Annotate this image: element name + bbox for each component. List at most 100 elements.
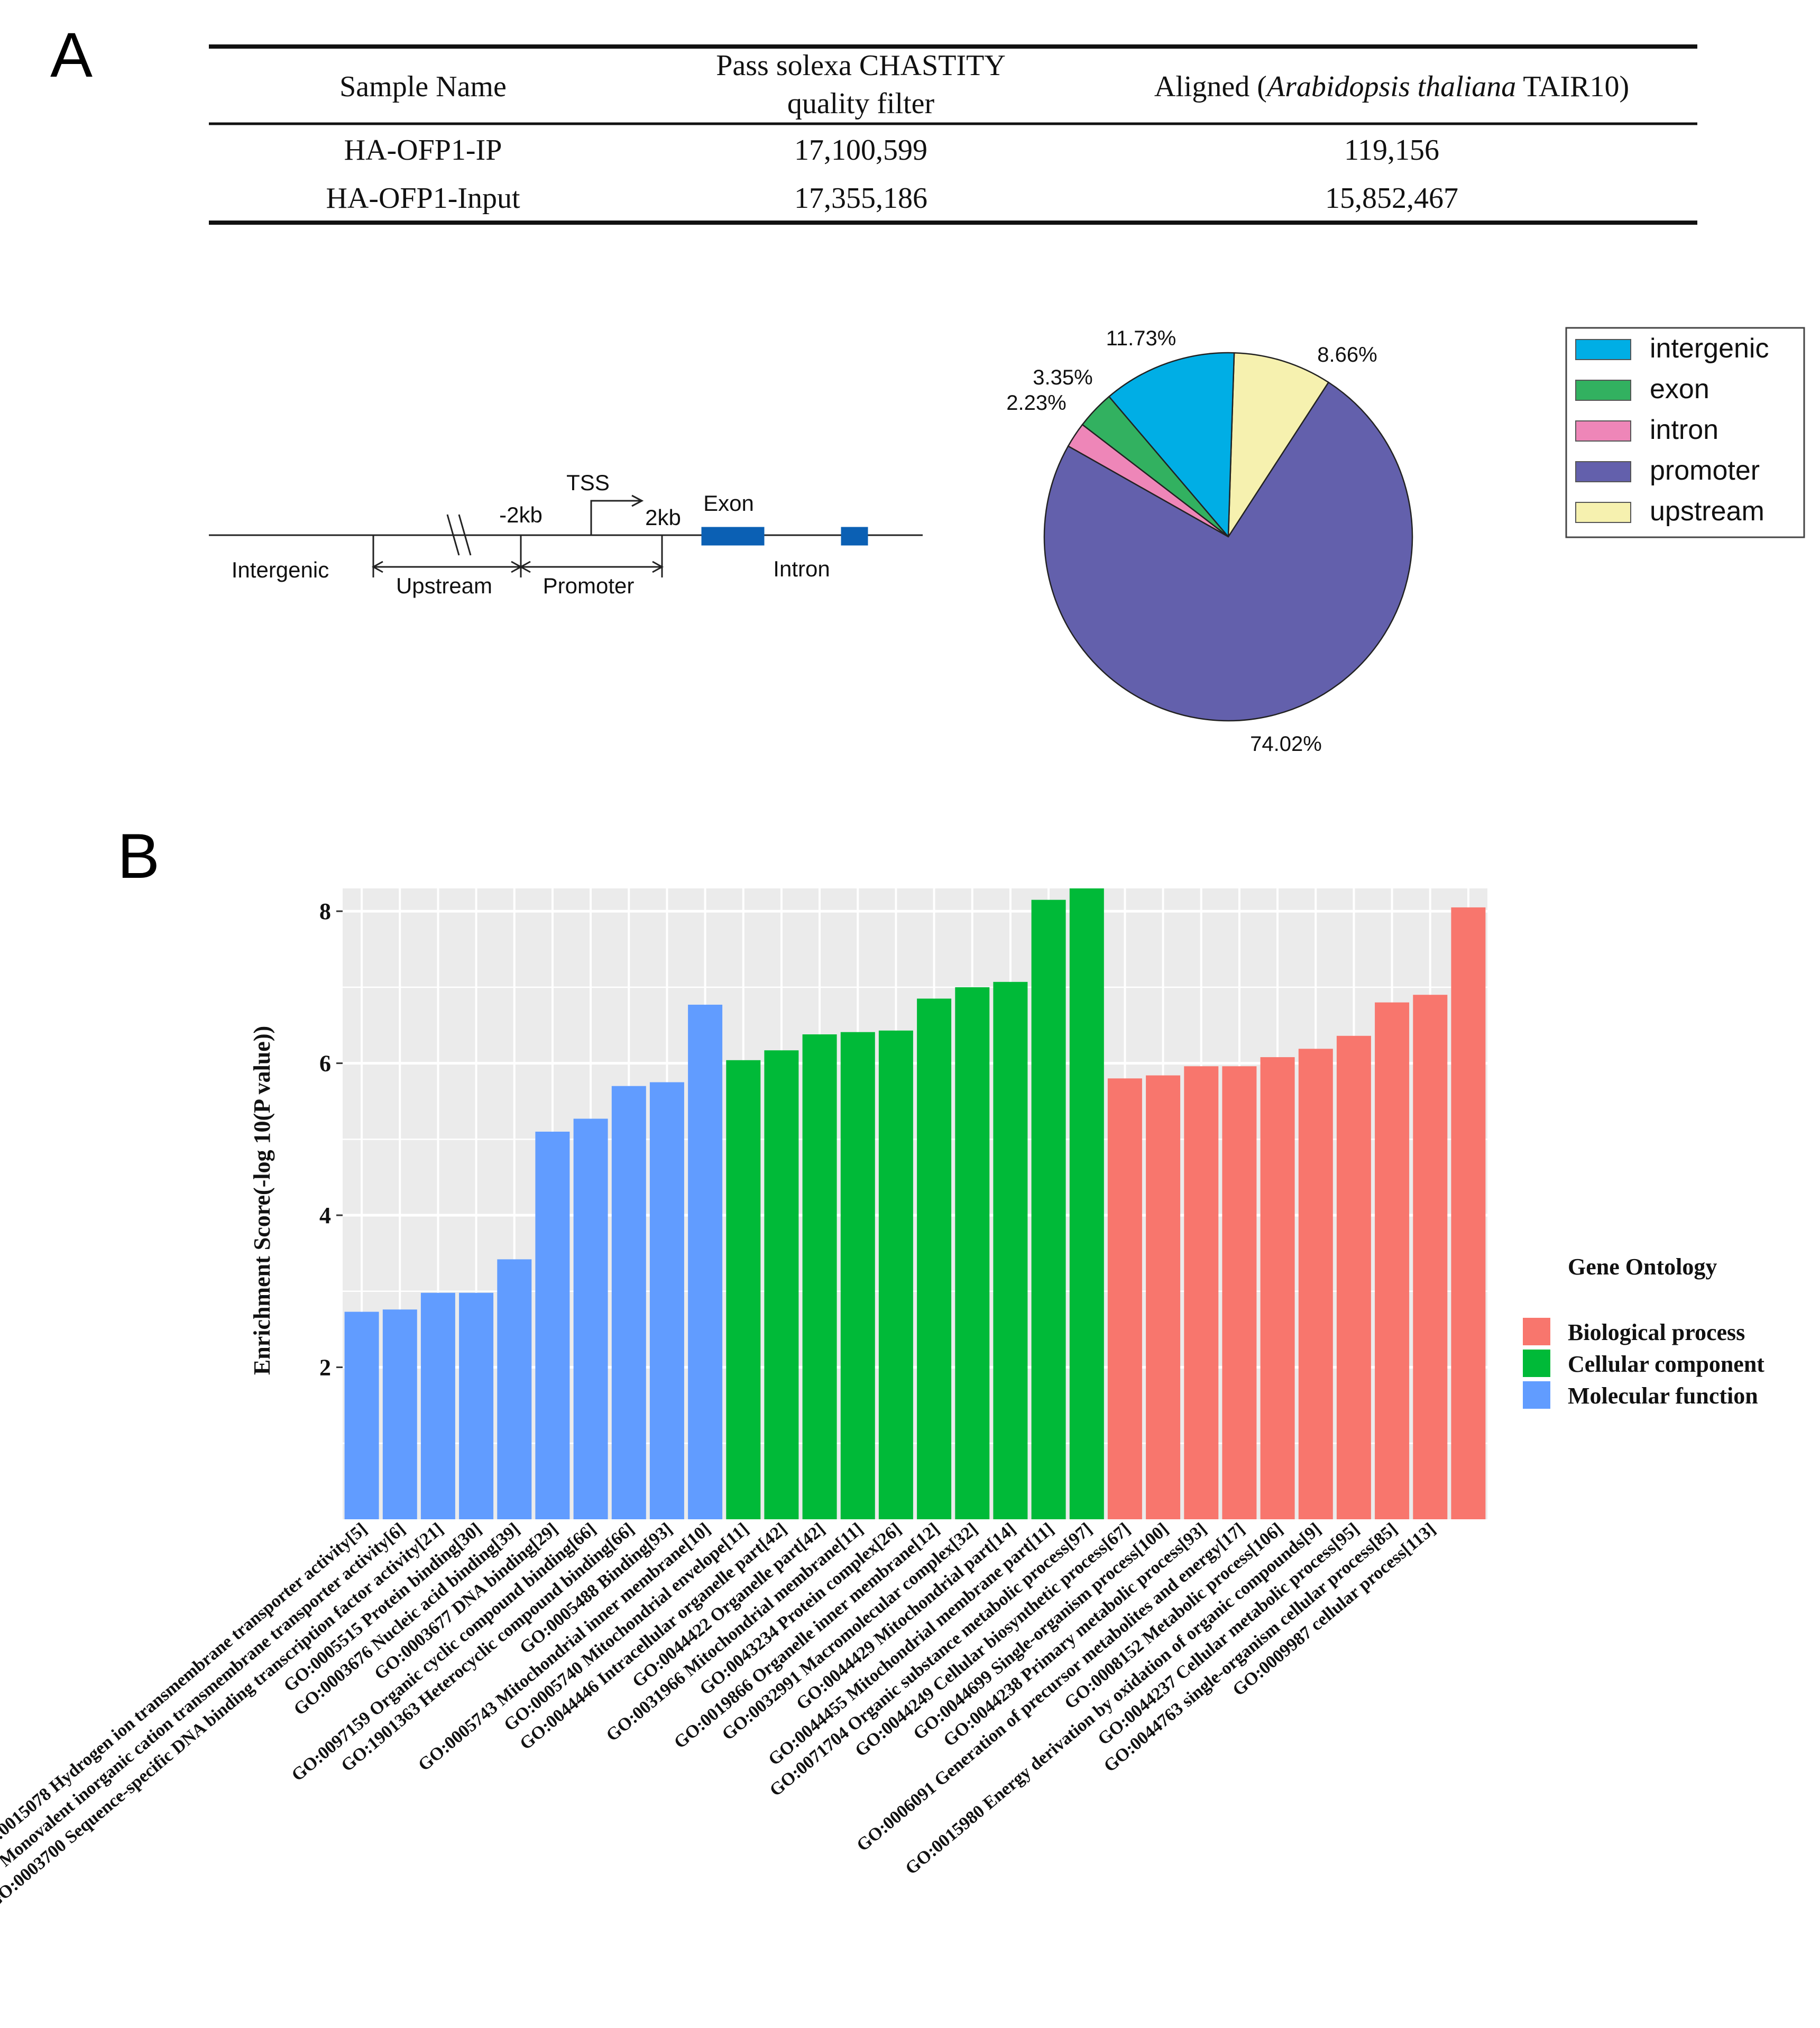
pie-legend-items: intergenic exon intron promoter upstream [1575, 333, 1769, 527]
bar-cellular-component-19 [1031, 900, 1066, 1519]
plot-panel-background [343, 888, 1487, 1519]
break-mark [446, 514, 460, 556]
bar-molecular-function-4 [459, 1292, 494, 1519]
col-header-pass-line1: Pass solexa CHASTITY [716, 49, 1006, 82]
bar-molecular-function-10 [688, 1004, 723, 1519]
bar-biological-process-30 [1451, 907, 1486, 1519]
legend-label-biological: Biological process [1568, 1319, 1745, 1345]
bar-molecular-function-6 [535, 1132, 570, 1519]
legend-label-promoter: promoter [1650, 455, 1760, 486]
y-tick-label: 4 [319, 1203, 331, 1228]
y-axis-title: Enrichment Score(-log 10(P value)) [249, 1026, 275, 1375]
cell-sample-name: HA-OFP1-IP [344, 134, 502, 167]
legend-label-exon: exon [1650, 374, 1709, 405]
bar-molecular-function-3 [420, 1292, 455, 1519]
bar-biological-process-21 [1107, 1078, 1142, 1519]
bar-cellular-component-15 [878, 1030, 913, 1519]
legend-key-cellular [1523, 1350, 1550, 1377]
tss-label: TSS [566, 470, 610, 495]
pie-label-intergenic: 11.73% [1106, 327, 1176, 350]
cell-pass-count: 17,100,599 [794, 134, 927, 167]
cell-aligned-count: 15,852,467 [1325, 182, 1458, 215]
pie-slice-intergenic [1108, 352, 1235, 539]
legend-key-biological [1523, 1318, 1550, 1345]
legend-swatch-promoter [1575, 461, 1631, 482]
pie-slice-promoter [1043, 381, 1413, 722]
legend-swatch-upstream [1575, 502, 1631, 523]
bar-cellular-component-16 [917, 998, 952, 1519]
intergenic-label: Intergenic [232, 557, 329, 582]
exon-box [701, 527, 765, 546]
panel-label-b: B [117, 821, 160, 892]
table-row: HA-OFP1-Input 17,355,186 15,852,467 [326, 182, 1458, 215]
bar-biological-process-23 [1184, 1066, 1219, 1519]
pie-label-promoter: 74.02% [1250, 732, 1322, 756]
legend-swatch-exon [1575, 380, 1631, 401]
pie-label-exon: 3.35% [1033, 366, 1092, 389]
bar-cellular-component-17 [955, 987, 990, 1519]
bar-cellular-component-13 [802, 1034, 837, 1519]
x-tick-labels: GO:0015078 Hydrogen ion transmembrane tr… [0, 1519, 1439, 1936]
arrow-head [652, 561, 664, 573]
bar-chart: 2 4 6 8 GO:0015078 Hydrogen ion transmembra… [0, 888, 1487, 1936]
bar-biological-process-27 [1336, 1035, 1371, 1519]
bar-biological-process-29 [1413, 995, 1448, 1519]
bar-molecular-function-9 [649, 1082, 684, 1519]
bar-molecular-function-8 [611, 1086, 646, 1519]
aligned-suffix: TAIR10) [1516, 70, 1629, 103]
promoter-label: Promoter [543, 573, 635, 598]
bar-cellular-component-11 [726, 1060, 761, 1519]
upstream-label: Upstream [396, 573, 492, 598]
minus2kb-label: -2kb [499, 502, 543, 527]
legend-swatch-intergenic [1575, 339, 1631, 360]
col-header-pass-line2: quality filter [787, 87, 935, 120]
bar-cellular-component-18 [993, 981, 1028, 1519]
aligned-species: Arabidopsis thaliana [1265, 70, 1516, 103]
bar-molecular-function-5 [497, 1259, 532, 1519]
gene-diagram-labels: TSS -2kb 2kb Exon Intergenic Upstream Pr… [232, 470, 830, 598]
table-row: HA-OFP1-IP 17,100,599 119,156 [344, 134, 1439, 167]
arrow-head [371, 561, 383, 573]
aligned-prefix: Aligned ( [1154, 70, 1267, 103]
legend-label-intron: intron [1650, 415, 1718, 445]
tss-arrowhead [631, 494, 644, 507]
bar-molecular-function-7 [573, 1118, 608, 1519]
legend-label-intergenic: intergenic [1650, 333, 1769, 364]
bar-molecular-function-1 [344, 1311, 379, 1519]
arrow-head [519, 561, 531, 573]
go-legend-title: Gene Ontology [1568, 1254, 1717, 1280]
bar-biological-process-25 [1260, 1057, 1295, 1519]
y-tick-label: 6 [319, 1051, 331, 1077]
y-tick-label: 2 [319, 1355, 331, 1381]
go-legend: Gene Ontology Biological process Cellula… [1523, 1254, 1764, 1409]
bar-biological-process-22 [1146, 1075, 1181, 1519]
pie-label-intron: 2.23% [1006, 391, 1066, 415]
cell-pass-count: 17,355,186 [794, 182, 927, 215]
bar-cellular-component-14 [840, 1032, 875, 1519]
legend-label-upstream: upstream [1650, 496, 1764, 527]
exon-label: Exon [703, 491, 754, 516]
bar-marks [344, 888, 1486, 1519]
bar-cellular-component-12 [764, 1050, 799, 1519]
panel-label-a: A [50, 20, 93, 90]
intron-label: Intron [773, 556, 830, 581]
col-header-aligned: Aligned (Arabidopsis thaliana TAIR10) [1154, 70, 1629, 103]
col-header-sample: Sample Name [339, 70, 507, 103]
exon-box [841, 527, 868, 546]
tss-arrow [590, 500, 641, 535]
bar-cellular-component-20 [1069, 888, 1104, 1519]
pie-chart: 8.66% 11.73% 3.35%2.23% 74.02% [1006, 327, 1413, 756]
plus2kb-label: 2kb [645, 505, 681, 530]
gene-structure-diagram [209, 494, 923, 577]
y-tick-label: 8 [319, 898, 331, 924]
pie-slice-upstream [1227, 352, 1330, 539]
pie-label-upstream: 8.66% [1317, 343, 1377, 366]
legend-key-molecular [1523, 1381, 1550, 1409]
cell-aligned-count: 119,156 [1344, 134, 1439, 167]
y-ticks: 2 4 6 8 [319, 898, 343, 1381]
bar-biological-process-24 [1222, 1066, 1257, 1519]
bar-biological-process-28 [1375, 1002, 1410, 1519]
alignment-table: Sample Name Pass solexa CHASTITY quality… [209, 44, 1697, 225]
bar-biological-process-26 [1298, 1049, 1333, 1519]
legend-label-molecular: Molecular function [1568, 1383, 1758, 1409]
